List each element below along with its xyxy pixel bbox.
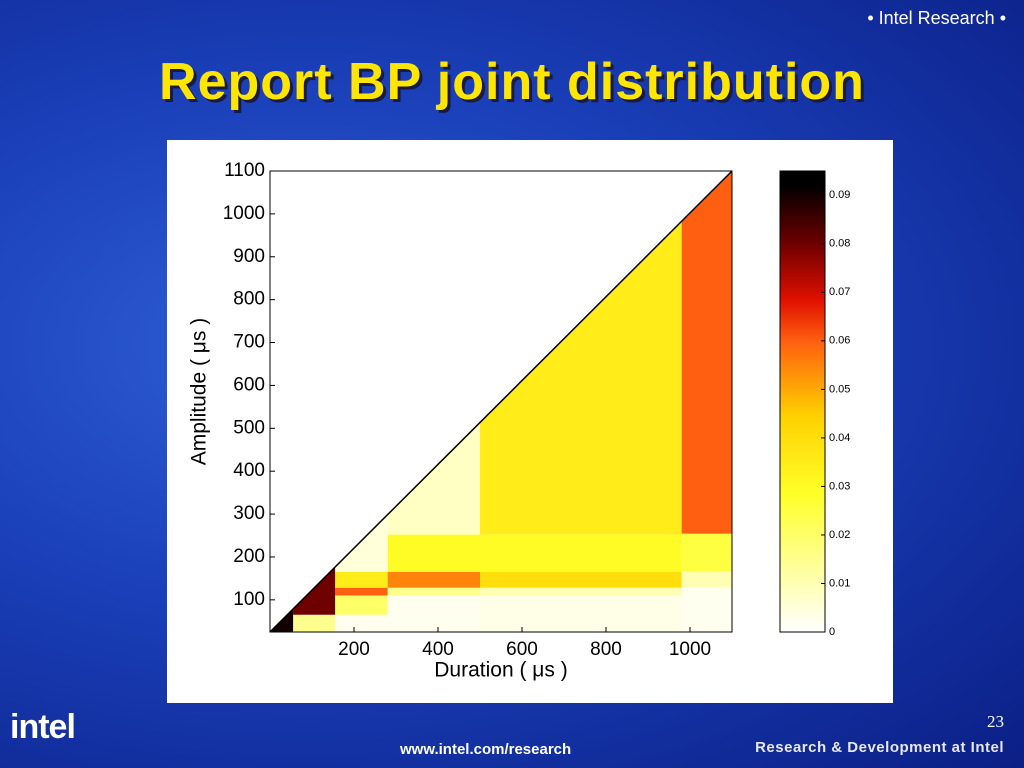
heat-cell: [387, 595, 480, 632]
y-tick-label: 600: [233, 374, 265, 395]
heat-cell: [480, 595, 682, 632]
colorbar: [779, 170, 826, 633]
heat-cell: [293, 171, 336, 615]
heat-cell: [335, 595, 388, 615]
heat-cell: [335, 614, 388, 632]
page-number: 23: [987, 712, 1004, 731]
y-tick-label: 500: [233, 417, 265, 438]
header-tag: • Intel Research •: [867, 8, 1006, 28]
y-tick-label: 1100: [224, 160, 265, 181]
colorbar-tick-label: 0.07: [829, 286, 850, 298]
footer-url: www.intel.com/research: [400, 741, 572, 758]
y-tick-label: 800: [233, 289, 265, 310]
heat-cell: [681, 533, 732, 572]
x-tick-label: 1000: [669, 639, 711, 660]
y-tick-label: 700: [233, 332, 265, 353]
y-tick-label: 900: [233, 246, 265, 267]
diagonal: [269, 170, 733, 633]
x-tick-label: 200: [338, 639, 370, 660]
x-tick-label: 600: [506, 639, 538, 660]
heat-cell: [293, 614, 336, 632]
heat-cell: [480, 171, 682, 535]
colorbar-tick-label: 0.03: [829, 480, 850, 492]
heat-cell: [335, 571, 388, 588]
logo: intel: [10, 708, 76, 746]
heat-cell: [387, 571, 480, 588]
y-tick-label: 100: [233, 589, 265, 610]
colorbar-tick-label: 0.08: [829, 238, 850, 250]
heat-cell: [480, 587, 682, 596]
heat-cell: [335, 587, 388, 596]
heat-cell: [480, 534, 682, 572]
footer-brand: Research & Development at Intel: [755, 739, 1004, 756]
y-axis-label: Amplitude ( μs ): [188, 318, 211, 465]
x-axis-label: Duration ( μs ): [434, 659, 567, 682]
colorbar-tick-label: 0.06: [829, 335, 850, 347]
heat-cell: [480, 571, 682, 588]
heat-cell: [335, 171, 388, 572]
plot-frame: [269, 170, 733, 633]
heat-cell: [681, 571, 732, 588]
heat-cell: [387, 171, 480, 535]
y-tick-label: 400: [233, 460, 265, 481]
heat-cell: [681, 587, 732, 632]
heat-cell: [272, 171, 294, 632]
y-tick-label: 1000: [223, 203, 265, 224]
slide-title: Report BP joint distribution: [159, 53, 865, 111]
y-tick-label: 200: [233, 546, 265, 567]
heat-cell: [387, 587, 480, 596]
colorbar-tick-label: 0.09: [829, 189, 850, 201]
colorbar-tick-label: 0.02: [829, 529, 850, 541]
x-tick-label: 400: [422, 639, 454, 660]
x-tick-label: 800: [590, 639, 622, 660]
colorbar-tick-label: 0.01: [829, 577, 850, 589]
colorbar-tick-label: 0.04: [829, 432, 850, 444]
heat-cell: [681, 171, 732, 534]
heat-cell: [387, 534, 480, 572]
colorbar-tick-label: 0: [829, 626, 835, 638]
colorbar-tick-label: 0.05: [829, 383, 850, 395]
y-tick-label: 300: [233, 503, 265, 524]
